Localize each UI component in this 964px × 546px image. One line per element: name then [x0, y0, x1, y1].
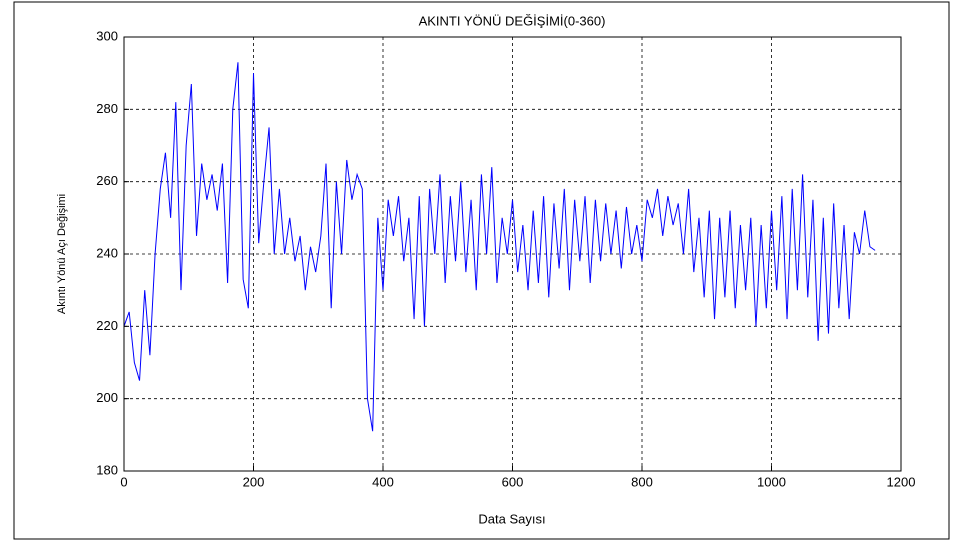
x-tick-label: 600	[502, 474, 524, 489]
x-axis-label: Data Sayısı	[478, 511, 545, 526]
x-tick-label: 200	[243, 474, 265, 489]
x-tick-label: 0	[120, 474, 127, 489]
y-tick-label: 260	[96, 173, 118, 188]
x-tick-label: 1000	[757, 474, 786, 489]
x-tick-label: 1200	[887, 474, 916, 489]
y-tick-label: 180	[96, 462, 118, 477]
x-tick-label: 400	[372, 474, 394, 489]
y-tick-label: 300	[96, 28, 118, 43]
y-tick-label: 220	[96, 318, 118, 333]
y-axis-label: Akıntı Yönü Açı Değişimi	[56, 194, 68, 314]
axes-box	[123, 36, 902, 472]
chart-title: AKINTI YÖNÜ DEĞİŞİMİ(0-360)	[419, 13, 606, 28]
x-tick-label: 800	[631, 474, 653, 489]
y-tick-label: 200	[96, 390, 118, 405]
data-line	[123, 62, 876, 432]
y-tick-label: 280	[96, 101, 118, 116]
y-tick-label: 240	[96, 245, 118, 260]
